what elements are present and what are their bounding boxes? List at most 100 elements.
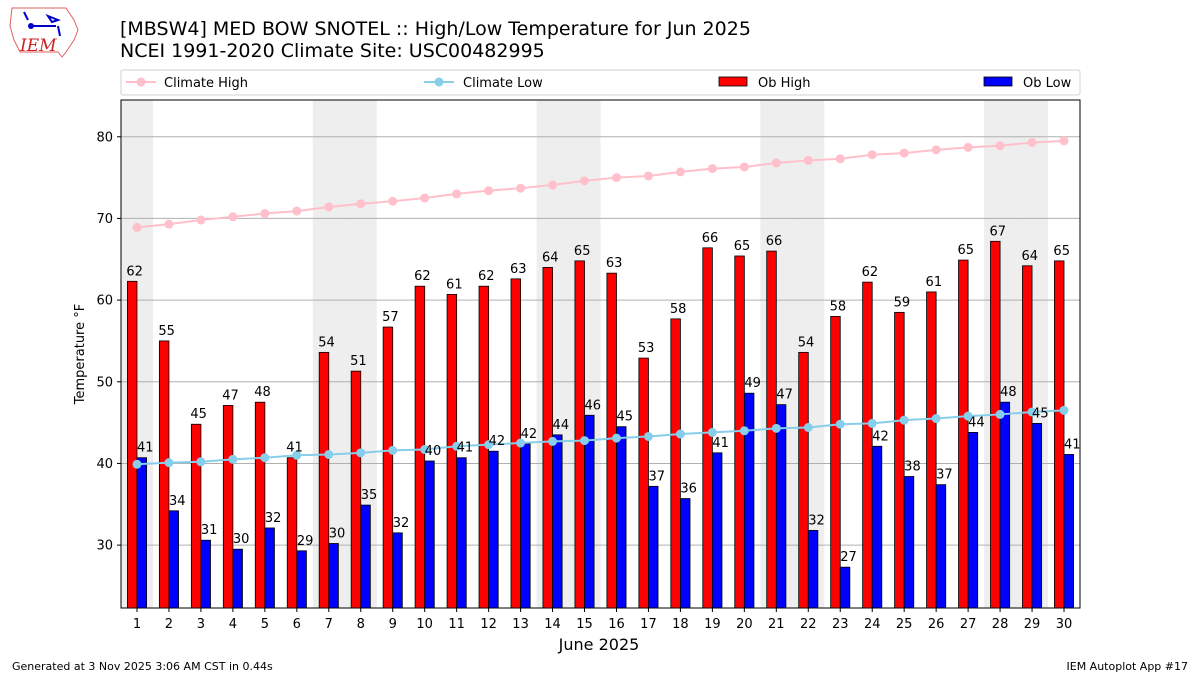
ob-high-label: 47 <box>222 388 239 403</box>
ob-low-label: 27 <box>840 550 857 565</box>
climate-low-point <box>771 423 781 433</box>
y-tick-label: 60 <box>96 294 113 309</box>
climate-high-point <box>1027 137 1037 147</box>
y-axis-label: Temperature °F <box>73 304 88 405</box>
ob-high-label: 65 <box>734 239 751 254</box>
ob-low-label: 42 <box>489 434 506 449</box>
climate-high-point <box>963 142 973 152</box>
x-tick-label: 25 <box>896 617 913 632</box>
climate-high-point <box>260 209 270 219</box>
x-tick-label: 10 <box>416 617 433 632</box>
climate-high-point <box>388 196 398 206</box>
ob-high-label: 66 <box>702 231 719 246</box>
ob-low-label: 44 <box>968 415 985 430</box>
ob-low-bar <box>264 527 275 609</box>
y-tick-label: 80 <box>96 130 113 145</box>
ob-high-label: 51 <box>350 354 367 369</box>
climate-low-point <box>484 440 494 450</box>
ob-low-label: 46 <box>585 398 602 413</box>
x-tick-label: 4 <box>229 617 237 632</box>
ob-high-bar <box>318 351 330 609</box>
ob-high-label: 48 <box>254 385 271 400</box>
climate-low-point <box>132 459 142 469</box>
x-tick-label: 19 <box>704 617 721 632</box>
x-tick-label: 18 <box>672 617 689 632</box>
climate-high-point <box>324 202 334 212</box>
climate-high-point <box>420 193 430 203</box>
ob-low-bar <box>871 445 883 609</box>
x-axis-label: June 2025 <box>558 635 640 654</box>
ob-high-label: 58 <box>830 299 847 314</box>
ob-low-label: 30 <box>329 526 346 541</box>
y-tick-label: 30 <box>96 539 113 554</box>
ob-high-bar <box>926 291 937 609</box>
x-tick-label: 30 <box>1056 617 1073 632</box>
climate-high-point <box>931 145 941 155</box>
ob-high-bar <box>254 401 266 609</box>
climate-low-point <box>1059 405 1069 415</box>
ob-high-label: 63 <box>510 262 527 277</box>
ob-low-label: 49 <box>744 376 761 391</box>
climate-low-point <box>931 414 941 424</box>
climate-high-point <box>995 141 1005 151</box>
ob-low-bar <box>967 432 979 609</box>
ob-high-bar <box>350 370 362 609</box>
climate-low-point <box>611 433 621 443</box>
x-tick-label: 29 <box>1024 617 1041 632</box>
x-tick-label: 6 <box>293 617 301 632</box>
climate-low-point <box>196 457 206 467</box>
ob-high-bar <box>190 423 202 609</box>
ob-low-label: 42 <box>872 429 889 444</box>
climate-high-point <box>292 206 302 216</box>
ob-high-label: 65 <box>958 243 975 258</box>
ob-low-bar <box>552 434 563 609</box>
x-tick-label: 27 <box>960 617 977 632</box>
legend-marker-climate-low <box>434 77 444 87</box>
legend-ob-low: Ob Low <box>1023 76 1072 91</box>
ob-high-bar <box>702 247 713 609</box>
ob-high-label: 65 <box>574 244 591 259</box>
ob-low-bar <box>232 548 243 609</box>
climate-low-point <box>1027 407 1037 417</box>
x-tick-label: 5 <box>261 617 269 632</box>
climate-high-point <box>835 154 845 164</box>
ob-low-bar <box>648 485 659 609</box>
climate-high-point <box>164 219 174 229</box>
ob-low-label: 45 <box>616 410 633 425</box>
x-tick-label: 26 <box>928 617 945 632</box>
climate-low-point <box>228 454 238 464</box>
ob-low-label: 36 <box>680 482 697 497</box>
chart-title: [MBSW4] MED BOW SNOTEL :: High/Low Tempe… <box>120 18 751 40</box>
climate-high-point <box>516 183 526 193</box>
ob-high-label: 45 <box>190 407 207 422</box>
ob-low-label: 41 <box>712 436 729 451</box>
x-tick-label: 1 <box>133 617 141 632</box>
ob-low-bar <box>839 566 851 609</box>
y-tick-label: 70 <box>96 212 113 227</box>
ob-high-bar <box>894 311 905 609</box>
ob-low-bar <box>616 426 627 609</box>
chart-subtitle: NCEI 1991-2020 Climate Site: USC00482995 <box>120 40 545 62</box>
climate-high-point <box>707 164 717 174</box>
climate-low-point <box>803 423 813 433</box>
legend-marker-climate-high <box>136 77 146 87</box>
ob-low-label: 47 <box>776 388 793 403</box>
ob-low-label: 37 <box>936 468 953 483</box>
ob-low-bar <box>775 404 787 609</box>
ob-high-bar <box>798 351 809 609</box>
x-tick-label: 2 <box>165 617 173 632</box>
x-tick-label: 24 <box>864 617 881 632</box>
ob-low-bar <box>807 530 819 609</box>
ob-low-bar <box>1063 454 1075 609</box>
climate-low-point <box>324 449 334 459</box>
climate-low-point <box>580 436 590 446</box>
y-tick-label: 50 <box>96 375 113 390</box>
ob-high-bar <box>574 260 585 609</box>
ob-high-label: 64 <box>1021 249 1038 264</box>
climate-high-line <box>136 139 1065 229</box>
climate-high-point <box>196 215 206 225</box>
ob-low-label: 41 <box>1064 437 1081 452</box>
ob-low-label: 45 <box>1032 406 1049 421</box>
x-tick-label: 11 <box>448 617 465 632</box>
x-tick-label: 20 <box>736 617 753 632</box>
